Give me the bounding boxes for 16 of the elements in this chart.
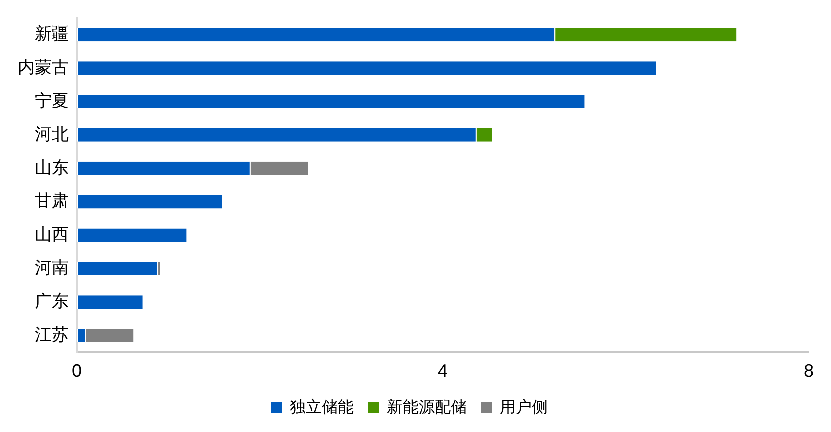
legend-label: 独立储能 xyxy=(290,398,354,416)
x-tick-label: 0 xyxy=(72,361,82,382)
y-tick-label: 内蒙古 xyxy=(18,58,69,78)
y-tick-label: 新疆 xyxy=(35,24,69,44)
y-tick-label: 江苏 xyxy=(35,325,69,344)
y-tick-label: 宁夏 xyxy=(35,91,69,110)
x-tick-label: 4 xyxy=(438,361,448,382)
y-tick-label: 山东 xyxy=(35,158,69,178)
legend-label: 新能源配储 xyxy=(387,398,467,416)
x-tick-label: 8 xyxy=(804,361,814,382)
y-tick-label: 河北 xyxy=(35,124,69,144)
legend-label: 用户侧 xyxy=(500,398,548,416)
y-tick-label: 甘肃 xyxy=(35,192,69,211)
y-tick-label: 河南 xyxy=(35,258,69,278)
y-tick-label: 山西 xyxy=(35,225,69,244)
y-tick-label: 广东 xyxy=(35,292,69,311)
